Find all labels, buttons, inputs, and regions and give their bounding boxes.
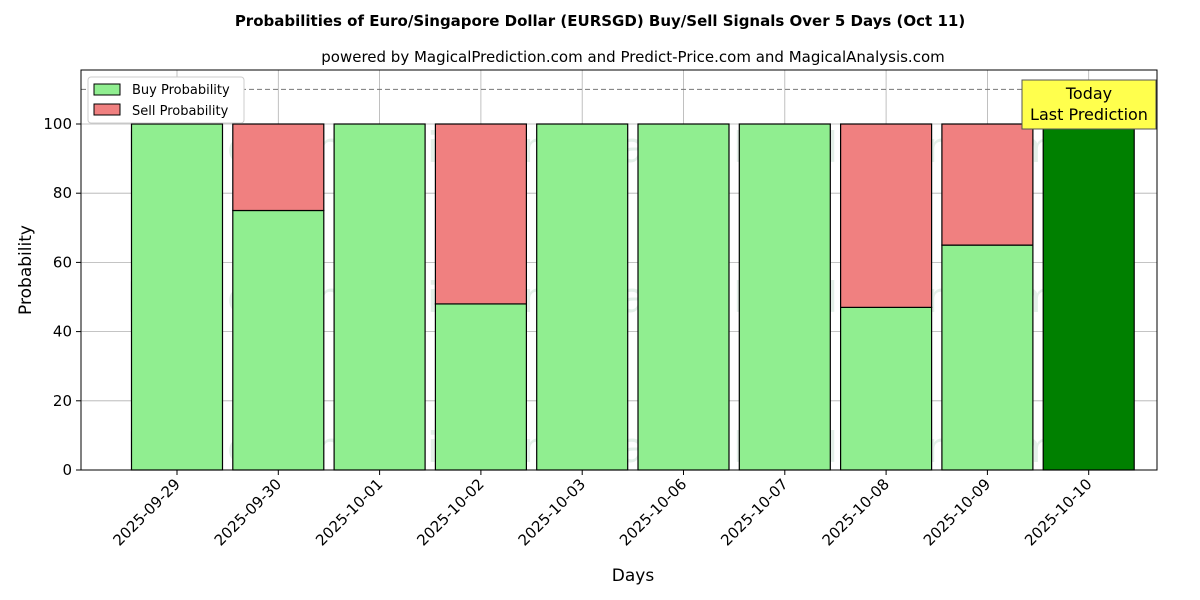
x-tick-label: 2025-10-02 <box>413 475 487 549</box>
buy-bar <box>839 306 933 471</box>
y-tick-label: 0 <box>62 461 72 479</box>
x-tick-label: 2025-10-10 <box>1021 475 1095 549</box>
legend-label-sell: Sell Probability <box>132 104 229 119</box>
buy-bar <box>536 123 629 471</box>
sell-bar <box>839 123 933 308</box>
x-tick-label: 2025-09-30 <box>211 475 285 549</box>
sell-bar <box>941 123 1034 246</box>
buy-bar <box>637 123 730 471</box>
y-axis-label: Probability <box>16 225 36 315</box>
buy-bar <box>130 123 224 471</box>
buy-bar <box>1042 123 1135 471</box>
buy-bar <box>941 244 1034 471</box>
y-tick-label: 80 <box>53 184 72 202</box>
buy-bar <box>232 209 325 471</box>
x-axis-label: Days <box>612 566 655 586</box>
legend: Buy Probability Sell Probability <box>87 76 245 124</box>
sell-bar <box>232 123 325 212</box>
buy-bar <box>434 303 527 471</box>
buy-bar <box>738 123 831 471</box>
x-tick-label: 2025-10-09 <box>920 475 994 549</box>
today-annotation: Today Last Prediction <box>1021 79 1157 130</box>
buy-bar <box>333 123 426 471</box>
x-tick-label: 2025-10-01 <box>312 475 386 549</box>
y-tick-label: 60 <box>53 253 72 271</box>
x-tick-label: 2025-10-08 <box>819 475 893 549</box>
annotation-line2: Last Prediction <box>1030 105 1148 124</box>
chart-subtitle: powered by MagicalPrediction.com and Pre… <box>321 48 945 66</box>
x-tick-label: 2025-10-07 <box>717 475 791 549</box>
legend-swatch-sell <box>93 103 121 116</box>
chart-title: Probabilities of Euro/Singapore Dollar (… <box>235 12 965 30</box>
annotation-line1: Today <box>1065 84 1112 103</box>
y-tick-label: 100 <box>43 115 72 133</box>
sell-bar <box>434 123 527 305</box>
x-tick-label: 2025-10-06 <box>616 475 690 549</box>
legend-swatch-buy <box>93 83 121 96</box>
legend-label-buy: Buy Probability <box>132 83 230 98</box>
x-tick-label: 2025-09-29 <box>109 475 183 549</box>
y-tick-label: 40 <box>53 323 72 341</box>
y-tick-label: 20 <box>53 392 72 410</box>
plot-frame <box>80 69 1158 471</box>
x-tick-label: 2025-10-03 <box>515 475 589 549</box>
